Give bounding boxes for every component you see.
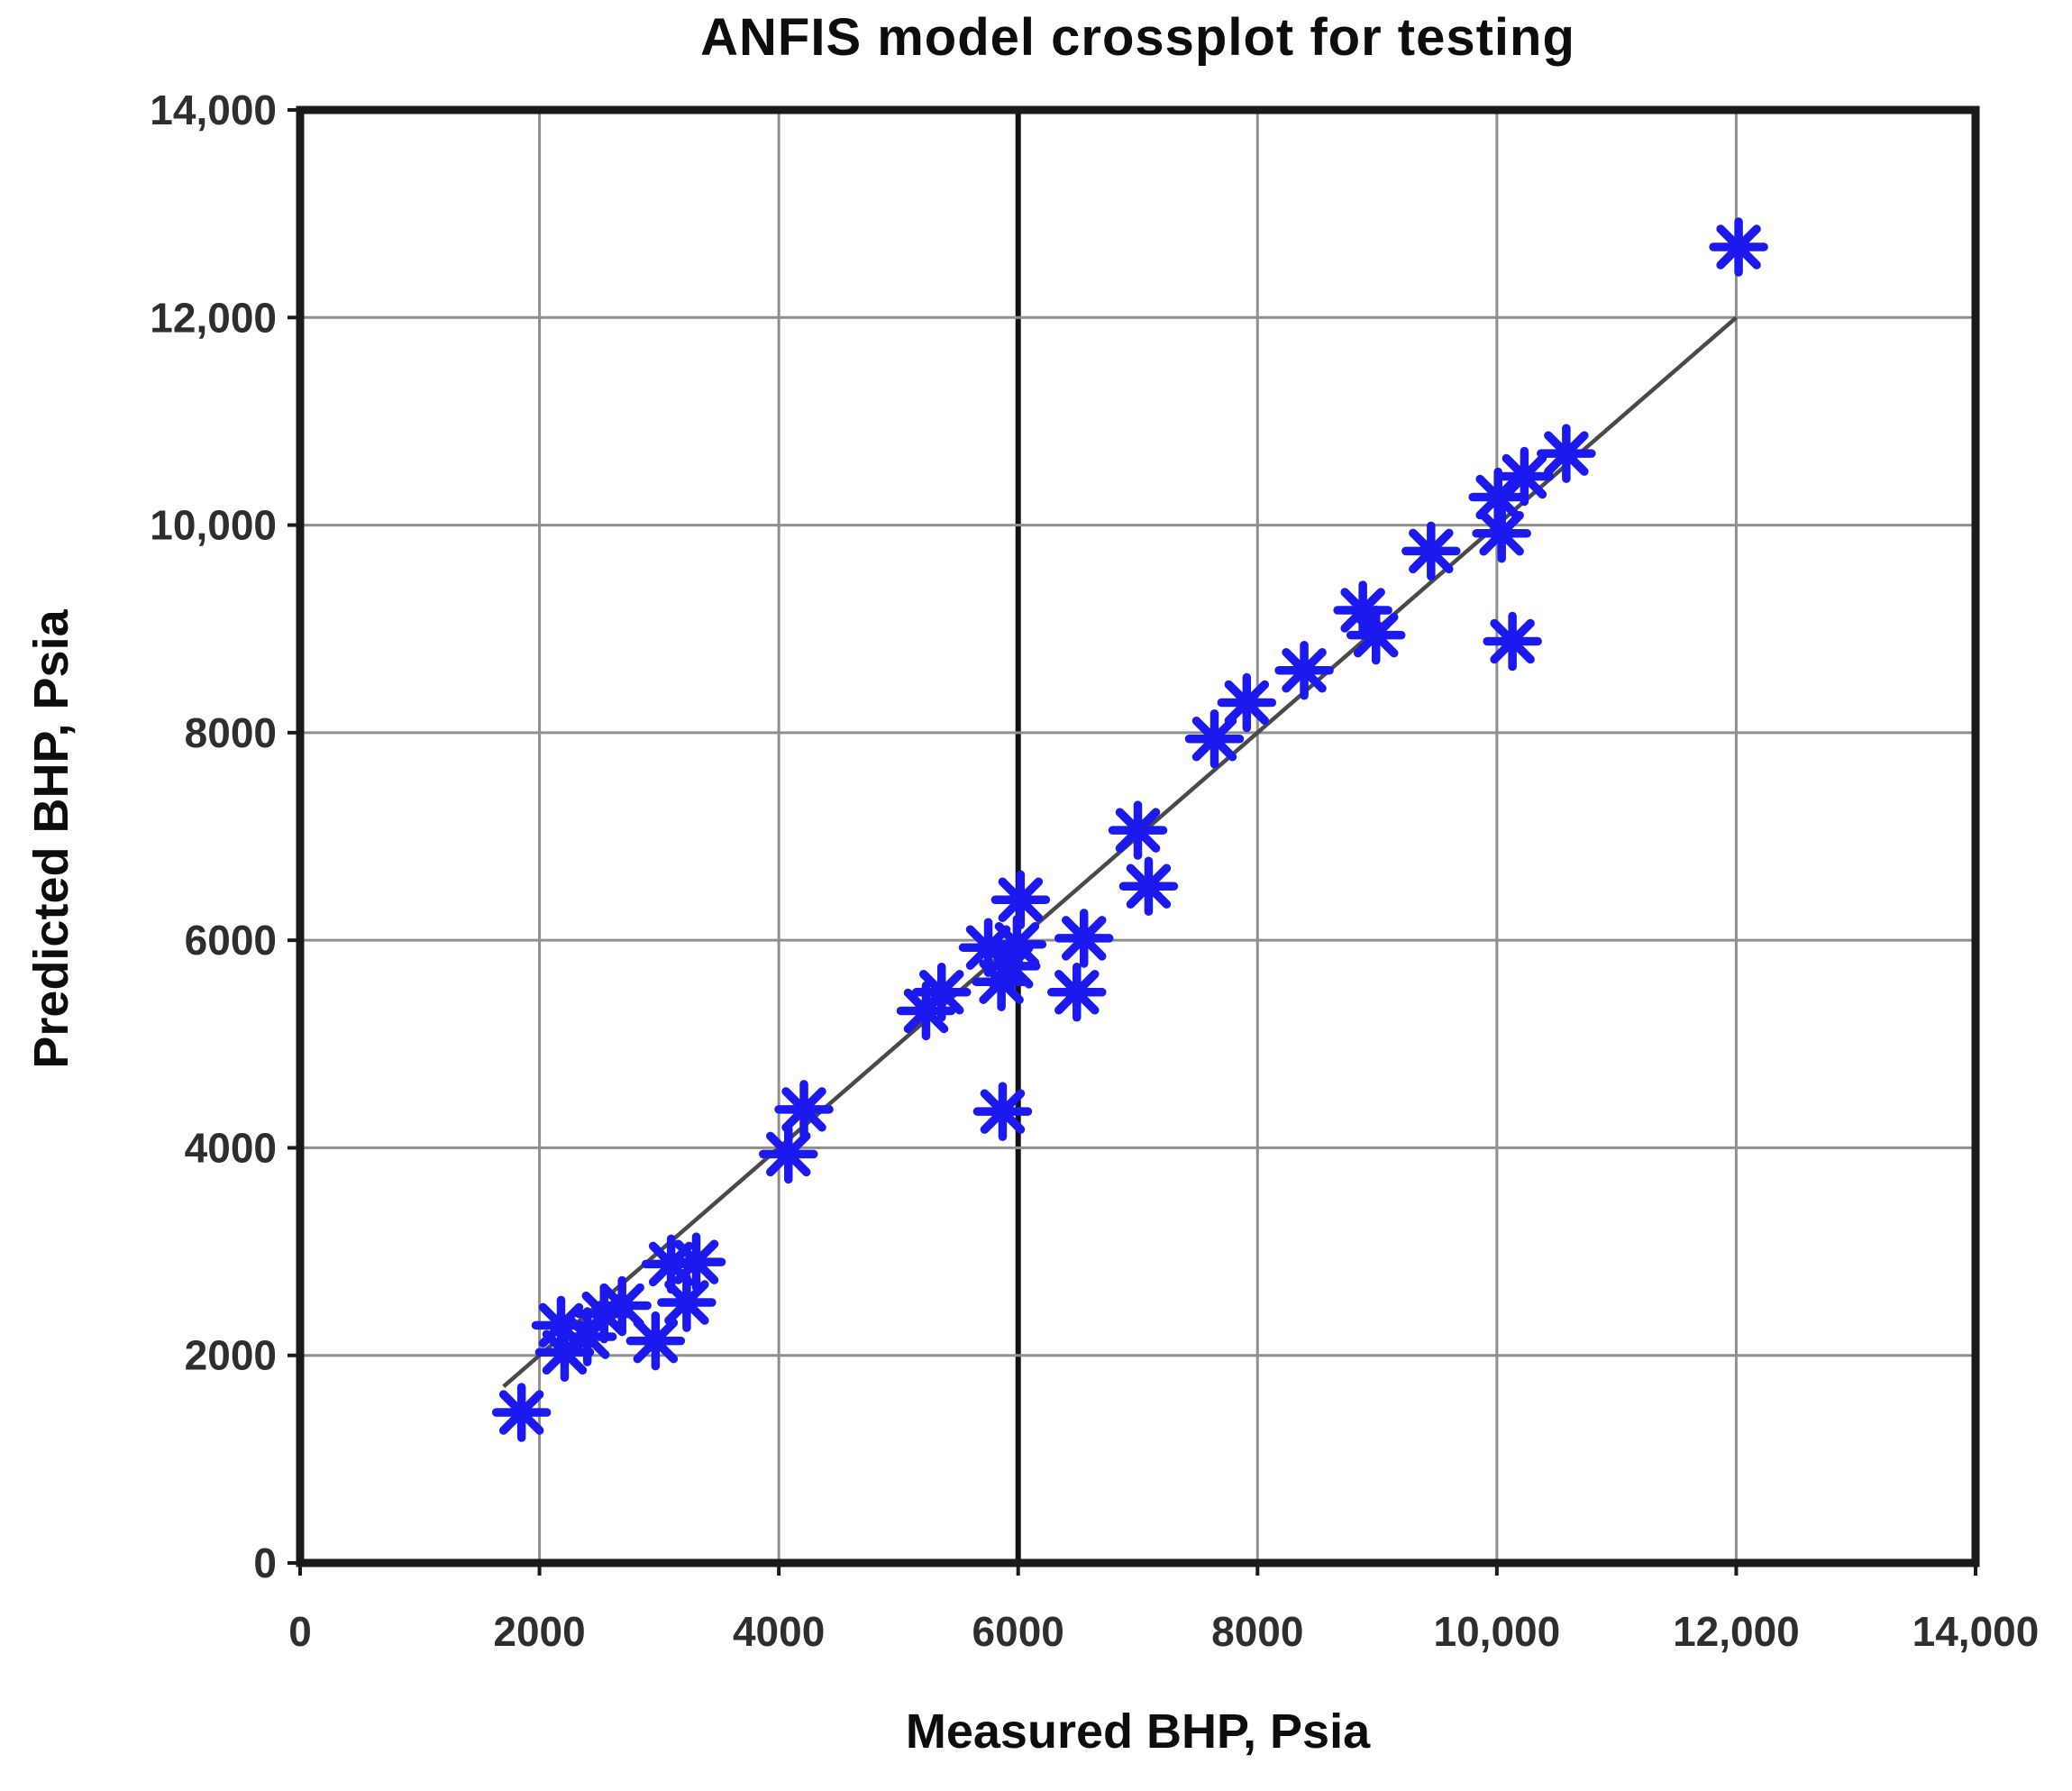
data-point-marker bbox=[1184, 709, 1245, 769]
marker-spoke bbox=[1353, 612, 1399, 658]
marker-spoke bbox=[564, 1314, 610, 1359]
marker-spoke bbox=[979, 959, 1024, 1004]
data-point-marker bbox=[1047, 962, 1107, 1022]
marker-spoke bbox=[998, 877, 1044, 922]
marker-spoke bbox=[1502, 453, 1547, 499]
x-tick-label: 4000 bbox=[733, 1608, 825, 1655]
marker-spoke bbox=[1479, 511, 1524, 556]
marker-spoke bbox=[1126, 864, 1172, 909]
data-point-marker bbox=[1217, 672, 1277, 733]
data-point-marker bbox=[1108, 800, 1168, 860]
marker-spoke bbox=[766, 1131, 811, 1177]
marker-spoke bbox=[980, 1089, 1026, 1134]
marker-spoke bbox=[1340, 588, 1385, 633]
data-point-marker bbox=[1537, 424, 1596, 483]
x-tick-label: 14,000 bbox=[1912, 1608, 2040, 1655]
y-tick-label: 14,000 bbox=[150, 87, 277, 133]
y-tick-label: 2000 bbox=[185, 1332, 277, 1379]
data-point-marker bbox=[1709, 217, 1768, 277]
marker-spoke bbox=[1054, 969, 1100, 1015]
marker-spoke bbox=[1282, 648, 1327, 693]
marker-spoke bbox=[1224, 680, 1270, 726]
data-point-marker bbox=[1472, 504, 1531, 563]
y-tick-label: 10,000 bbox=[150, 502, 277, 549]
marker-spoke bbox=[664, 1280, 709, 1325]
marker-spoke bbox=[633, 1318, 679, 1364]
marker-spoke bbox=[781, 1087, 826, 1132]
marker-spoke bbox=[1061, 916, 1107, 961]
y-tick-label: 0 bbox=[253, 1540, 277, 1586]
y-tick-label: 6000 bbox=[185, 917, 277, 964]
y-tick-label: 4000 bbox=[185, 1124, 277, 1171]
data-point-marker bbox=[759, 1124, 818, 1184]
x-tick-label: 6000 bbox=[972, 1608, 1064, 1655]
marker-spoke bbox=[498, 1390, 544, 1435]
data-point-marker bbox=[666, 1232, 726, 1292]
marker-spoke bbox=[1544, 431, 1589, 476]
data-point-marker bbox=[657, 1273, 717, 1332]
data-point-marker bbox=[1401, 521, 1461, 581]
y-tick-label: 12,000 bbox=[150, 294, 277, 341]
x-axis-label: Measured BHP, Psia bbox=[905, 1704, 1371, 1759]
x-tick-label: 0 bbox=[288, 1608, 312, 1655]
marker-spoke bbox=[1115, 808, 1161, 853]
x-tick-label: 8000 bbox=[1211, 1608, 1303, 1655]
data-point-marker bbox=[1054, 909, 1114, 968]
chart-title: ANFIS model crossplot for testing bbox=[700, 8, 1575, 67]
marker-spoke bbox=[1716, 224, 1761, 270]
data-point-marker bbox=[911, 962, 972, 1022]
data-point-marker bbox=[1483, 611, 1542, 672]
data-point-marker bbox=[1346, 605, 1406, 665]
data-point-marker bbox=[592, 1275, 652, 1336]
data-point-marker bbox=[972, 1082, 1033, 1141]
x-tick-label: 10,000 bbox=[1434, 1608, 1561, 1655]
plot-frame bbox=[296, 105, 1980, 1567]
marker-spoke bbox=[965, 925, 1011, 970]
data-point-marker bbox=[491, 1383, 552, 1442]
x-tick-label: 12,000 bbox=[1673, 1608, 1800, 1655]
data-point-marker bbox=[990, 870, 1051, 929]
marker-spoke bbox=[1409, 528, 1454, 574]
data-point-marker bbox=[1118, 856, 1179, 917]
y-tick-label: 8000 bbox=[185, 709, 277, 756]
data-point-marker bbox=[774, 1080, 834, 1139]
data-point-marker bbox=[1494, 446, 1555, 507]
data-point-marker bbox=[972, 952, 1031, 1011]
data-point-marker bbox=[625, 1311, 686, 1371]
marker-spoke bbox=[918, 969, 964, 1015]
data-point-marker bbox=[1274, 641, 1334, 700]
x-tick-label: 2000 bbox=[493, 1608, 585, 1655]
marker-spoke bbox=[1191, 717, 1237, 762]
data-point-marker bbox=[574, 1284, 634, 1344]
marker-spoke bbox=[599, 1283, 644, 1329]
marker-spoke bbox=[1490, 618, 1535, 664]
